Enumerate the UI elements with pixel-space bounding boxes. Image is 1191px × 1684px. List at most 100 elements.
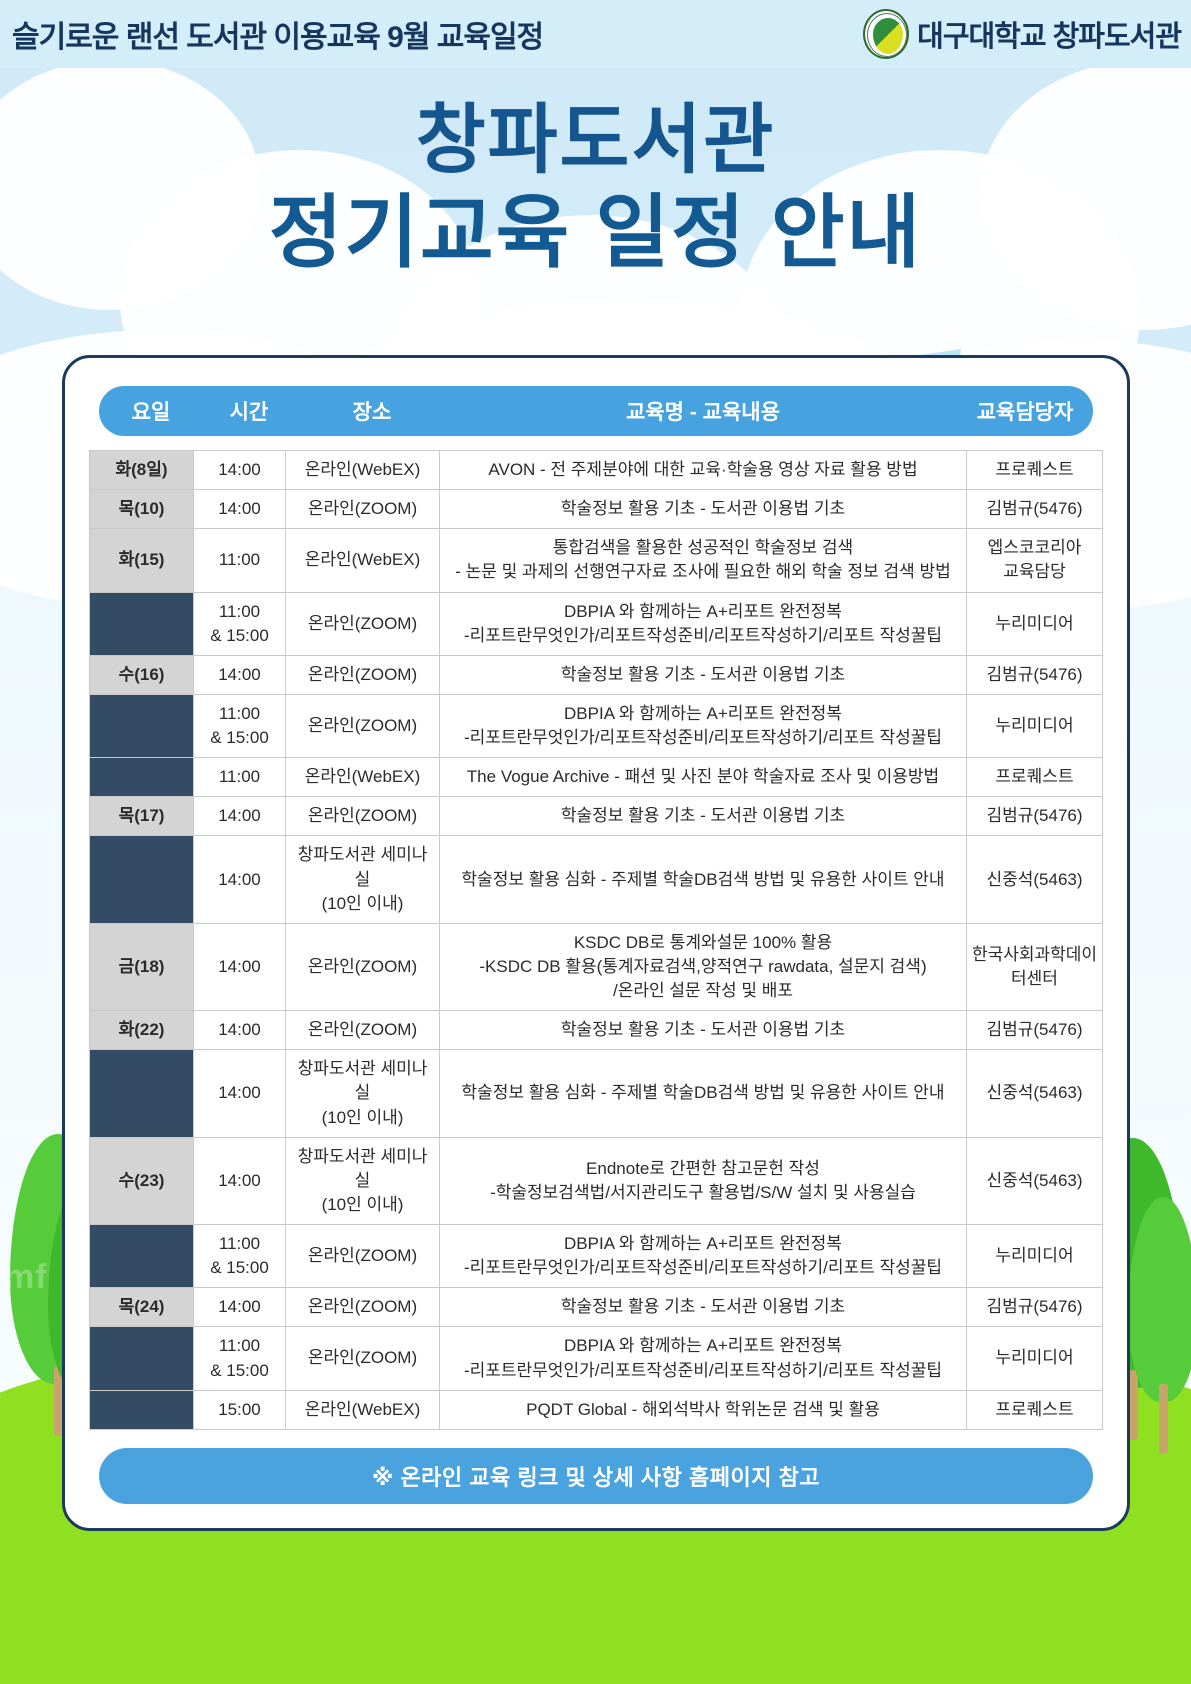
- heading-line-2: 정기교육 일정 안내: [268, 187, 923, 277]
- brand-name: 대구대학교 창파도서관: [917, 21, 1182, 53]
- heading-line-1: 창파도서관: [415, 98, 776, 183]
- cell-day: 수(16): [89, 654, 194, 695]
- cell-staff: 누리미디어: [966, 1326, 1103, 1391]
- table-row: 11:00 & 15:00 온라인(ZOOM) DBPIA 와 함께하는 A+리포트 …: [89, 693, 1103, 759]
- schedule-table: 화(8일) 14:00 온라인(WebEX) AVON - 전 주제분야에 대한 교육…: [89, 449, 1103, 1430]
- cell-description: 학술정보 활용 기초 - 도서관 이용법 기초: [439, 489, 967, 530]
- cell-place: 온라인(ZOOM): [285, 654, 440, 695]
- table-row: 화(22) 14:00 온라인(ZOOM) 학술정보 활용 기초 - 도서관 이용법 …: [89, 1010, 1103, 1051]
- cell-day: 화(8일): [89, 449, 194, 491]
- cell-staff: 프로퀘스트: [966, 449, 1103, 491]
- cell-time: 11:00 & 15:00: [193, 693, 286, 759]
- cell-description: DBPIA 와 함께하는 A+리포트 완전정복 -리포트란무엇인가/리포트작성준비…: [439, 1326, 967, 1391]
- cell-day: [89, 1049, 194, 1138]
- cell-description: AVON - 전 주제분야에 대한 교육·학술용 영상 자료 활용 방법: [439, 449, 967, 491]
- page-title: 슬기로운 랜선 도서관 이용교육 9월 교육일정: [12, 21, 544, 54]
- cell-time: 14:00: [193, 835, 286, 924]
- cell-staff: 프로퀘스트: [966, 1389, 1103, 1430]
- table-row: 화(8일) 14:00 온라인(WebEX) AVON - 전 주제분야에 대한 교육…: [89, 449, 1103, 491]
- cell-place: 온라인(ZOOM): [285, 591, 440, 656]
- cell-time: 14:00: [193, 1049, 286, 1138]
- cell-day: 화(15): [89, 528, 194, 593]
- cell-day: [89, 591, 194, 656]
- cell-staff: 신중석(5463): [966, 1136, 1103, 1226]
- cell-staff: 프로퀘스트: [966, 757, 1103, 798]
- column-header-place: 장소: [352, 401, 392, 424]
- top-bar: 슬기로운 랜선 도서관 이용교육 9월 교육일정 대구대학교 창파도서관: [0, 0, 1191, 68]
- cell-staff: 김범규(5476): [966, 796, 1103, 837]
- table-row: 목(10) 14:00 온라인(ZOOM) 학술정보 활용 기초 - 도서관 이용법 …: [89, 489, 1103, 530]
- cell-time: 14:00: [193, 489, 286, 530]
- cell-day: [89, 1223, 194, 1289]
- cell-description: DBPIA 와 함께하는 A+리포트 완전정복 -리포트란무엇인가/리포트작성준비…: [439, 1223, 967, 1289]
- cell-staff: 김범규(5476): [966, 1010, 1103, 1051]
- cell-day: [89, 1326, 194, 1391]
- cell-staff: 김범규(5476): [966, 489, 1103, 530]
- cell-description: 학술정보 활용 기초 - 도서관 이용법 기초: [439, 654, 967, 695]
- cell-place: 온라인(WebEX): [285, 528, 440, 593]
- cell-place: 온라인(WebEX): [285, 449, 440, 491]
- table-row: 11:00 & 15:00 온라인(ZOOM) DBPIA 와 함께하는 A+리포트 …: [89, 1223, 1103, 1289]
- cell-day: [89, 835, 194, 924]
- table-header-bar: 요일 시간 장소 교육명 - 교육내용 교육담당자: [99, 386, 1093, 436]
- cell-staff: 신중석(5463): [966, 835, 1103, 924]
- cell-day: [89, 1389, 194, 1430]
- cell-place: 온라인(ZOOM): [285, 796, 440, 837]
- schedule-table-body: 화(8일) 14:00 온라인(WebEX) AVON - 전 주제분야에 대한 교육…: [89, 449, 1103, 1430]
- cell-description: 학술정보 활용 기초 - 도서관 이용법 기초: [439, 796, 967, 837]
- cell-day: [89, 757, 194, 798]
- cell-time: 14:00: [193, 449, 286, 491]
- table-row: 목(24) 14:00 온라인(ZOOM) 학술정보 활용 기초 - 도서관 이용법 …: [89, 1287, 1103, 1328]
- table-row: 11:00 & 15:00 온라인(ZOOM) DBPIA 와 함께하는 A+리포트 …: [89, 1326, 1103, 1391]
- table-row: 11:00 온라인(WebEX) The Vogue Archive - 패션 및 …: [89, 757, 1103, 798]
- cell-time: 14:00: [193, 1010, 286, 1051]
- cell-day: 화(22): [89, 1010, 194, 1051]
- column-header-staff: 교육담당자: [976, 401, 1074, 424]
- cell-description: Endnote로 간편한 참고문헌 작성 -학술정보검색법/서지관리도구 활용법/…: [439, 1136, 967, 1226]
- cell-day: 목(17): [89, 796, 194, 837]
- table-row: 화(15) 11:00 온라인(WebEX) 통합검색을 활용한 성공적인 학술정보 …: [89, 528, 1103, 593]
- cell-staff: 누리미디어: [966, 1223, 1103, 1289]
- cell-time: 14:00: [193, 922, 286, 1012]
- tree-icon: [1128, 1197, 1191, 1454]
- table-row: 15:00 온라인(WebEX) PQDT Global - 해외석박사 학위논문 …: [89, 1389, 1103, 1430]
- cell-description: 학술정보 활용 기초 - 도서관 이용법 기초: [439, 1287, 967, 1328]
- cell-description: 학술정보 활용 심화 - 주제별 학술DB검색 방법 및 유용한 사이트 안내: [439, 1049, 967, 1138]
- cell-place: 온라인(ZOOM): [285, 922, 440, 1012]
- cell-description: PQDT Global - 해외석박사 학위논문 검색 및 활용: [439, 1389, 967, 1430]
- cell-staff: 김범규(5476): [966, 1287, 1103, 1328]
- cell-day: 목(24): [89, 1287, 194, 1328]
- cell-time: 15:00: [193, 1389, 286, 1430]
- cell-place: 창파도서관 세미나실 (10인 이내): [285, 835, 440, 924]
- cell-staff: 한국사회과학데이 터센터: [966, 922, 1103, 1012]
- brand: 대구대학교 창파도서관: [863, 9, 1182, 59]
- schedule-card: 요일 시간 장소 교육명 - 교육내용 교육담당자 화(8일) 14:00 온라인(…: [62, 355, 1130, 1531]
- table-row: 금(18) 14:00 온라인(ZOOM) KSDC DB로 통계와설문 100% 활…: [89, 922, 1103, 1012]
- cell-day: 수(23): [89, 1136, 194, 1226]
- cell-place: 온라인(ZOOM): [285, 1223, 440, 1289]
- cell-time: 11:00: [193, 528, 286, 593]
- table-row: 수(23) 14:00 창파도서관 세미나실 (10인 이내) Endnote로 간편한…: [89, 1136, 1103, 1226]
- cell-staff: 신중석(5463): [966, 1049, 1103, 1138]
- cell-place: 온라인(ZOOM): [285, 1287, 440, 1328]
- cell-place: 온라인(ZOOM): [285, 489, 440, 530]
- cell-time: 14:00: [193, 654, 286, 695]
- footer-note-banner: ※ 온라인 교육 링크 및 상세 사항 홈페이지 참고: [99, 1447, 1093, 1504]
- cell-staff: 김범규(5476): [966, 654, 1103, 695]
- column-header-desc: 교육명 - 교육내용: [626, 401, 780, 424]
- table-row: 수(16) 14:00 온라인(ZOOM) 학술정보 활용 기초 - 도서관 이용법 …: [89, 654, 1103, 695]
- cell-description: 학술정보 활용 기초 - 도서관 이용법 기초: [439, 1010, 967, 1051]
- cell-time: 14:00: [193, 796, 286, 837]
- cell-day: 금(18): [89, 922, 194, 1012]
- table-row: 11:00 & 15:00 온라인(ZOOM) DBPIA 와 함께하는 A+리포트 …: [89, 591, 1103, 656]
- cell-place: 온라인(WebEX): [285, 1389, 440, 1430]
- cell-day: 목(10): [89, 489, 194, 530]
- cell-staff: 누리미디어: [966, 591, 1103, 656]
- cell-place: 온라인(ZOOM): [285, 1010, 440, 1051]
- column-header-day: 요일: [131, 401, 171, 424]
- column-header-time: 시간: [229, 401, 269, 424]
- cell-description: DBPIA 와 함께하는 A+리포트 완전정복 -리포트란무엇인가/리포트작성준비…: [439, 693, 967, 759]
- heading-block: 창파도서관 정기교육 일정 안내: [0, 96, 1191, 280]
- table-row: 14:00 창파도서관 세미나실 (10인 이내) 학술정보 활용 심화 - 주제별 …: [89, 1049, 1103, 1138]
